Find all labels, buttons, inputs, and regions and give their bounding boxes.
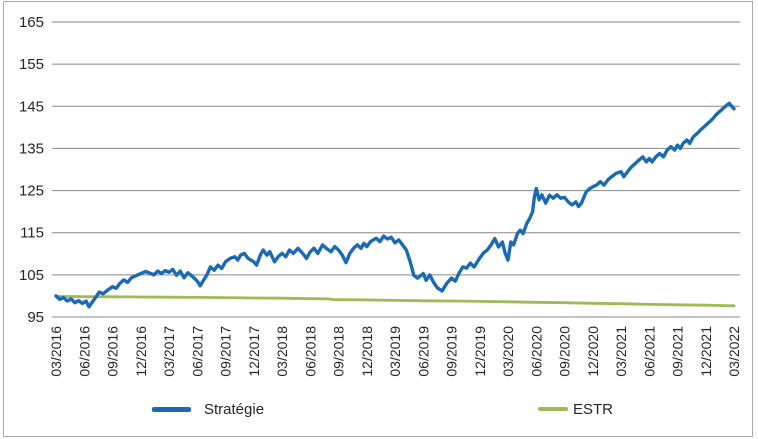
x-tick-label: 06/2016 <box>76 326 92 377</box>
x-tick-label: 09/2021 <box>670 326 686 377</box>
y-tick-label: 165 <box>19 14 44 31</box>
legend-item-estr: ESTR <box>538 400 613 418</box>
x-tick-label: 12/2019 <box>472 326 488 377</box>
y-tick-label: 135 <box>19 140 44 157</box>
x-tick-label: 06/2021 <box>641 326 657 377</box>
x-tick-label: 03/2018 <box>274 326 290 377</box>
x-tick-label: 09/2017 <box>218 326 234 377</box>
legend-label-estr: ESTR <box>573 400 614 418</box>
x-tick-label: 03/2020 <box>500 326 516 377</box>
y-tick-label: 155 <box>19 56 44 73</box>
x-tick-label: 09/2019 <box>444 326 460 377</box>
y-tick-label: 115 <box>20 225 44 242</box>
y-tick-label: 105 <box>19 267 44 284</box>
estr-line-swatch <box>538 407 568 411</box>
series-line-strategie <box>54 101 736 309</box>
x-tick-label: 03/2019 <box>387 326 403 377</box>
x-tick-label: 06/2020 <box>528 326 544 377</box>
x-tick-label: 12/2020 <box>585 326 601 377</box>
x-tick-label: 12/2021 <box>698 326 714 377</box>
x-tick-label: 12/2017 <box>246 326 262 377</box>
y-tick-label: 125 <box>19 183 44 200</box>
x-tick-label: 12/2018 <box>359 326 375 377</box>
x-tick-label: 03/2022 <box>726 326 742 377</box>
x-tick-label: 12/2016 <box>133 326 149 377</box>
x-tick-label: 09/2020 <box>557 326 573 377</box>
legend-item-strategie: Stratégie <box>152 400 264 418</box>
y-tick-label: 145 <box>19 98 44 115</box>
y-tick-label: 95 <box>27 309 44 326</box>
chart-outer-border <box>3 1 753 437</box>
legend-label-strategie: Stratégie <box>204 400 265 418</box>
x-tick-label: 03/2017 <box>161 326 177 377</box>
x-tick-label: 03/2021 <box>613 326 629 377</box>
x-tick-label: 06/2017 <box>189 326 205 377</box>
series-line-estr <box>54 294 736 308</box>
x-tick-label: 03/2016 <box>48 326 64 377</box>
strategie-line-swatch <box>152 406 191 412</box>
x-tick-label: 06/2019 <box>415 326 431 377</box>
x-tick-label: 09/2016 <box>105 326 121 377</box>
x-tick-label: 09/2018 <box>331 326 347 377</box>
x-tick-label: 06/2018 <box>302 326 318 377</box>
